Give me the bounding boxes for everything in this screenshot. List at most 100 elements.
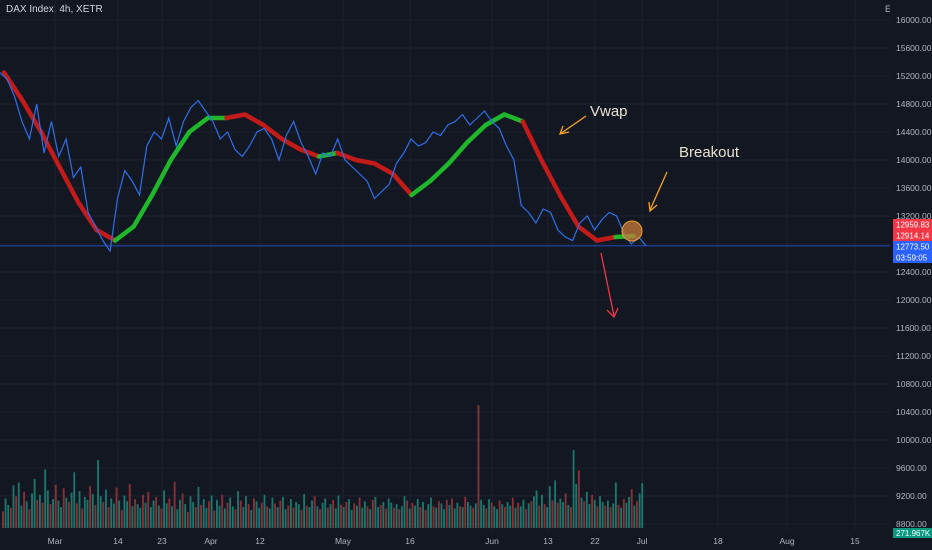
volume-bar: [564, 493, 567, 528]
volume-bar: [208, 501, 210, 528]
volume-bar: [245, 496, 247, 528]
time-tick-label: Apr: [204, 536, 217, 546]
volume-bar: [65, 497, 68, 528]
volume-bar: [593, 499, 596, 528]
vwap-segment: [131, 192, 155, 229]
volume-bar: [239, 500, 242, 528]
volume-bar: [424, 509, 427, 528]
volume-bar: [435, 507, 438, 528]
volume-bar: [263, 494, 266, 528]
price-line: [0, 72, 647, 253]
breakdown-arrow: [600, 252, 619, 319]
volume-bar: [49, 504, 52, 528]
volume-bar: [321, 502, 324, 528]
volume-bar: [453, 508, 456, 528]
volume-bar: [538, 505, 541, 528]
volume-bar: [337, 495, 340, 528]
volume-bar: [585, 491, 588, 528]
time-tick-label: Jun: [485, 536, 499, 546]
price-axis[interactable]: [890, 0, 932, 550]
time-axis-ticks: Mar 14 23 Apr 12 May 16 Jun 13 22 Jul 18 Aug 15: [48, 536, 860, 546]
volume-bar: [371, 499, 374, 528]
volume-bar: [102, 502, 105, 528]
vwap-segment: [576, 224, 600, 243]
price-tick-label: 14000.00: [896, 155, 932, 165]
time-tick-label: 23: [157, 536, 167, 546]
volume-bar: [165, 503, 168, 528]
time-tick-label: May: [335, 536, 352, 546]
volume-bar: [614, 482, 617, 528]
vwap-segment: [520, 119, 544, 163]
volume-bar: [20, 505, 23, 528]
volume-bar: [271, 497, 274, 528]
volume-bar: [305, 505, 308, 528]
volume-bar: [514, 507, 517, 528]
volume-bar: [38, 494, 41, 528]
volume-bar: [324, 498, 327, 528]
volume-bar: [382, 502, 385, 528]
volume-bar: [469, 505, 472, 528]
volume-bar: [630, 489, 633, 528]
volume-bar: [70, 492, 73, 528]
volume-bar: [295, 502, 298, 528]
price-tick-label: 8800.00: [896, 519, 927, 529]
volume-bar: [118, 500, 121, 528]
last-value-badges: 12959.83 12914.14 12773.50 03:59:05 271.…: [893, 219, 932, 538]
volume-bar: [546, 507, 549, 528]
volume-bar: [131, 506, 134, 528]
volume-bar: [511, 497, 514, 528]
volume-bar: [633, 505, 636, 528]
volume-bar: [229, 497, 232, 528]
price-tick-label: 10400.00: [896, 407, 932, 417]
volume-bar: [25, 501, 28, 528]
volume-bar: [474, 503, 477, 528]
volume-bar: [466, 502, 469, 528]
volume-bar: [358, 497, 361, 528]
volume-bar: [416, 499, 419, 528]
volume-bar: [160, 508, 163, 528]
breakout-annotation-label: Breakout: [679, 144, 740, 161]
volume-bar: [213, 510, 216, 528]
volume-bar: [596, 506, 599, 528]
volume-bar: [202, 499, 205, 528]
volume-bar: [242, 507, 245, 528]
volume-bar: [115, 487, 118, 528]
volume-bar: [535, 490, 538, 528]
volume-bar: [144, 502, 147, 528]
volume-bar: [75, 503, 78, 528]
price-tick-label: 10000.00: [896, 435, 932, 445]
price-tick-label: 14800.00: [896, 99, 932, 109]
badge-volume-bg: [893, 528, 932, 538]
vwap-segment: [539, 157, 563, 198]
volume-bar: [604, 505, 607, 528]
volume-bar: [94, 504, 97, 528]
vwap-segment: [224, 112, 248, 121]
volume-bar: [472, 507, 475, 528]
badge-last-bg: [893, 241, 932, 252]
volume-bar: [530, 501, 533, 528]
volume-bar: [617, 504, 620, 528]
volume-bar: [517, 502, 520, 528]
volume-bar: [363, 501, 366, 528]
volume-bar: [28, 509, 31, 528]
volume-bar: [562, 502, 564, 528]
volume-bar: [422, 502, 424, 528]
volume-bar: [86, 499, 89, 528]
volume-bar: [176, 509, 179, 528]
volume-bar: [353, 503, 356, 528]
volume-bar: [149, 507, 152, 528]
volume-bar: [231, 506, 234, 528]
volume-bar: [334, 508, 337, 528]
volume-bar: [142, 494, 144, 528]
volume-bar: [255, 501, 258, 528]
volume-bar: [503, 507, 506, 528]
vwap-segment: [372, 161, 396, 177]
vwap-line: [1, 70, 637, 243]
volume-bar: [62, 488, 65, 528]
volume-bar: [9, 507, 12, 528]
vwap-segment: [242, 112, 266, 128]
volume-bar: [443, 509, 446, 528]
volume-bar: [123, 495, 126, 528]
time-tick-label: Jul: [637, 536, 648, 546]
